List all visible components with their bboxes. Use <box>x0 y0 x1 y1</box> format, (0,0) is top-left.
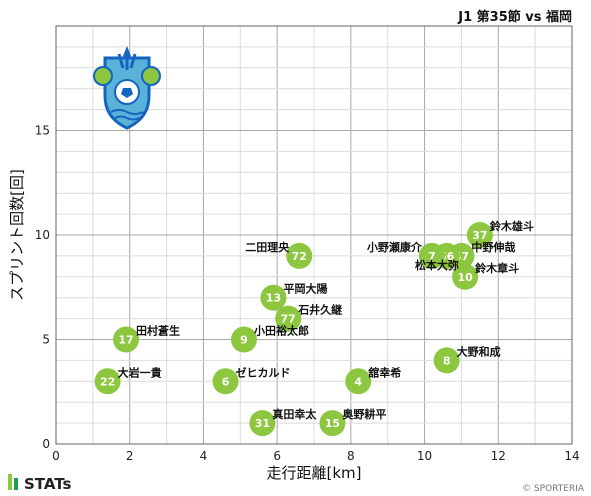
point-number: 13 <box>266 292 281 305</box>
point-number: 22 <box>100 375 115 388</box>
point-number: 15 <box>325 417 340 430</box>
x-tick-label: 0 <box>52 449 60 463</box>
data-point: 10 <box>452 263 479 290</box>
x-tick-label: 14 <box>564 449 579 463</box>
x-axis-title: 走行距離[km] <box>266 464 361 482</box>
point-number: 10 <box>457 271 473 284</box>
x-tick-label: 4 <box>200 449 208 463</box>
point-marker <box>113 326 140 353</box>
data-point: 13 <box>260 284 287 311</box>
y-tick-label: 10 <box>35 228 50 242</box>
point-number: 7 <box>428 250 436 263</box>
point-label: ゼヒカルド <box>236 365 291 379</box>
data-point: 4 <box>345 368 372 395</box>
x-tick-labels: 0 2 4 6 8 10 12 14 <box>52 449 579 463</box>
data-point: 7 <box>418 242 445 269</box>
point-marker <box>249 410 276 437</box>
point-label: 平岡大陽 <box>283 282 327 296</box>
point-label: 小野瀬康介 <box>366 240 423 254</box>
point-marker <box>319 410 346 437</box>
shonan-bellmare-crest-icon <box>93 46 161 130</box>
x-tick-label: 2 <box>126 449 134 463</box>
point-label: 真田幸太 <box>272 407 317 421</box>
point-label: 石井久継 <box>297 303 342 317</box>
point-marker <box>260 284 287 311</box>
data-point: 9 <box>230 326 257 353</box>
data-point: 37 <box>466 222 493 248</box>
data-point: 8 <box>433 347 460 374</box>
point-marker <box>466 222 493 248</box>
point-label: 二田理央 <box>245 240 290 254</box>
point-marker <box>94 368 121 395</box>
point-marker <box>275 305 302 332</box>
point-number: 72 <box>292 250 307 263</box>
data-point: 22 <box>94 368 121 395</box>
point-marker <box>452 263 479 290</box>
point-number: 31 <box>255 417 270 430</box>
point-label: 中野伸哉 <box>471 240 515 254</box>
x-tick-label: 12 <box>491 449 506 463</box>
x-tick-label: 10 <box>417 449 432 463</box>
point-marker <box>433 347 460 374</box>
point-marker <box>418 242 445 269</box>
point-label: 大岩一貴 <box>118 365 162 379</box>
y-tick-labels: 0 5 10 15 <box>35 124 50 452</box>
brand-text: STATs <box>24 475 72 493</box>
copyright: © SPORTERIA <box>522 484 585 494</box>
data-point: 15 <box>319 410 346 437</box>
point-label: 舘幸希 <box>367 365 401 379</box>
x-tick-label: 6 <box>273 449 281 463</box>
point-label: 田村蒼生 <box>136 324 180 338</box>
y-tick-label: 5 <box>42 333 50 347</box>
y-tick-label: 15 <box>35 124 50 138</box>
data-point: 72 <box>286 242 313 269</box>
point-number: 6 <box>222 375 230 388</box>
point-number: 8 <box>443 354 451 367</box>
point-label: 小田裕太郎 <box>253 324 309 338</box>
point-marker <box>212 368 239 395</box>
y-tick-label: 0 <box>42 437 50 451</box>
data-point: 17 <box>113 326 140 353</box>
data-point: 31 <box>249 410 276 437</box>
chart-title: J1 第35節 vs 福岡 <box>457 9 572 25</box>
point-marker <box>345 368 372 395</box>
point-number: 9 <box>240 334 248 347</box>
point-marker <box>230 326 257 353</box>
point-number: 4 <box>354 375 362 388</box>
data-point: 77 <box>275 305 302 332</box>
data-point: 6 <box>212 368 239 395</box>
point-label: 松本大弥 <box>415 258 459 272</box>
x-tick-label: 8 <box>347 449 355 463</box>
point-marker <box>286 242 313 269</box>
point-label: 鈴木章斗 <box>475 261 519 275</box>
stats-logo: STATs <box>8 474 72 493</box>
point-label: 奥野耕平 <box>341 407 386 421</box>
stats-bar-icon <box>8 474 12 490</box>
y-axis-title: スプリント回数[回] <box>8 169 26 301</box>
point-number: 77 <box>281 313 296 326</box>
point-label: 鈴木雄斗 <box>490 219 534 233</box>
stats-bar-icon <box>14 478 18 490</box>
plot-frame <box>55 25 573 445</box>
point-number: 37 <box>472 229 487 242</box>
point-number: 17 <box>118 334 133 347</box>
point-label: 大野和成 <box>457 344 501 358</box>
